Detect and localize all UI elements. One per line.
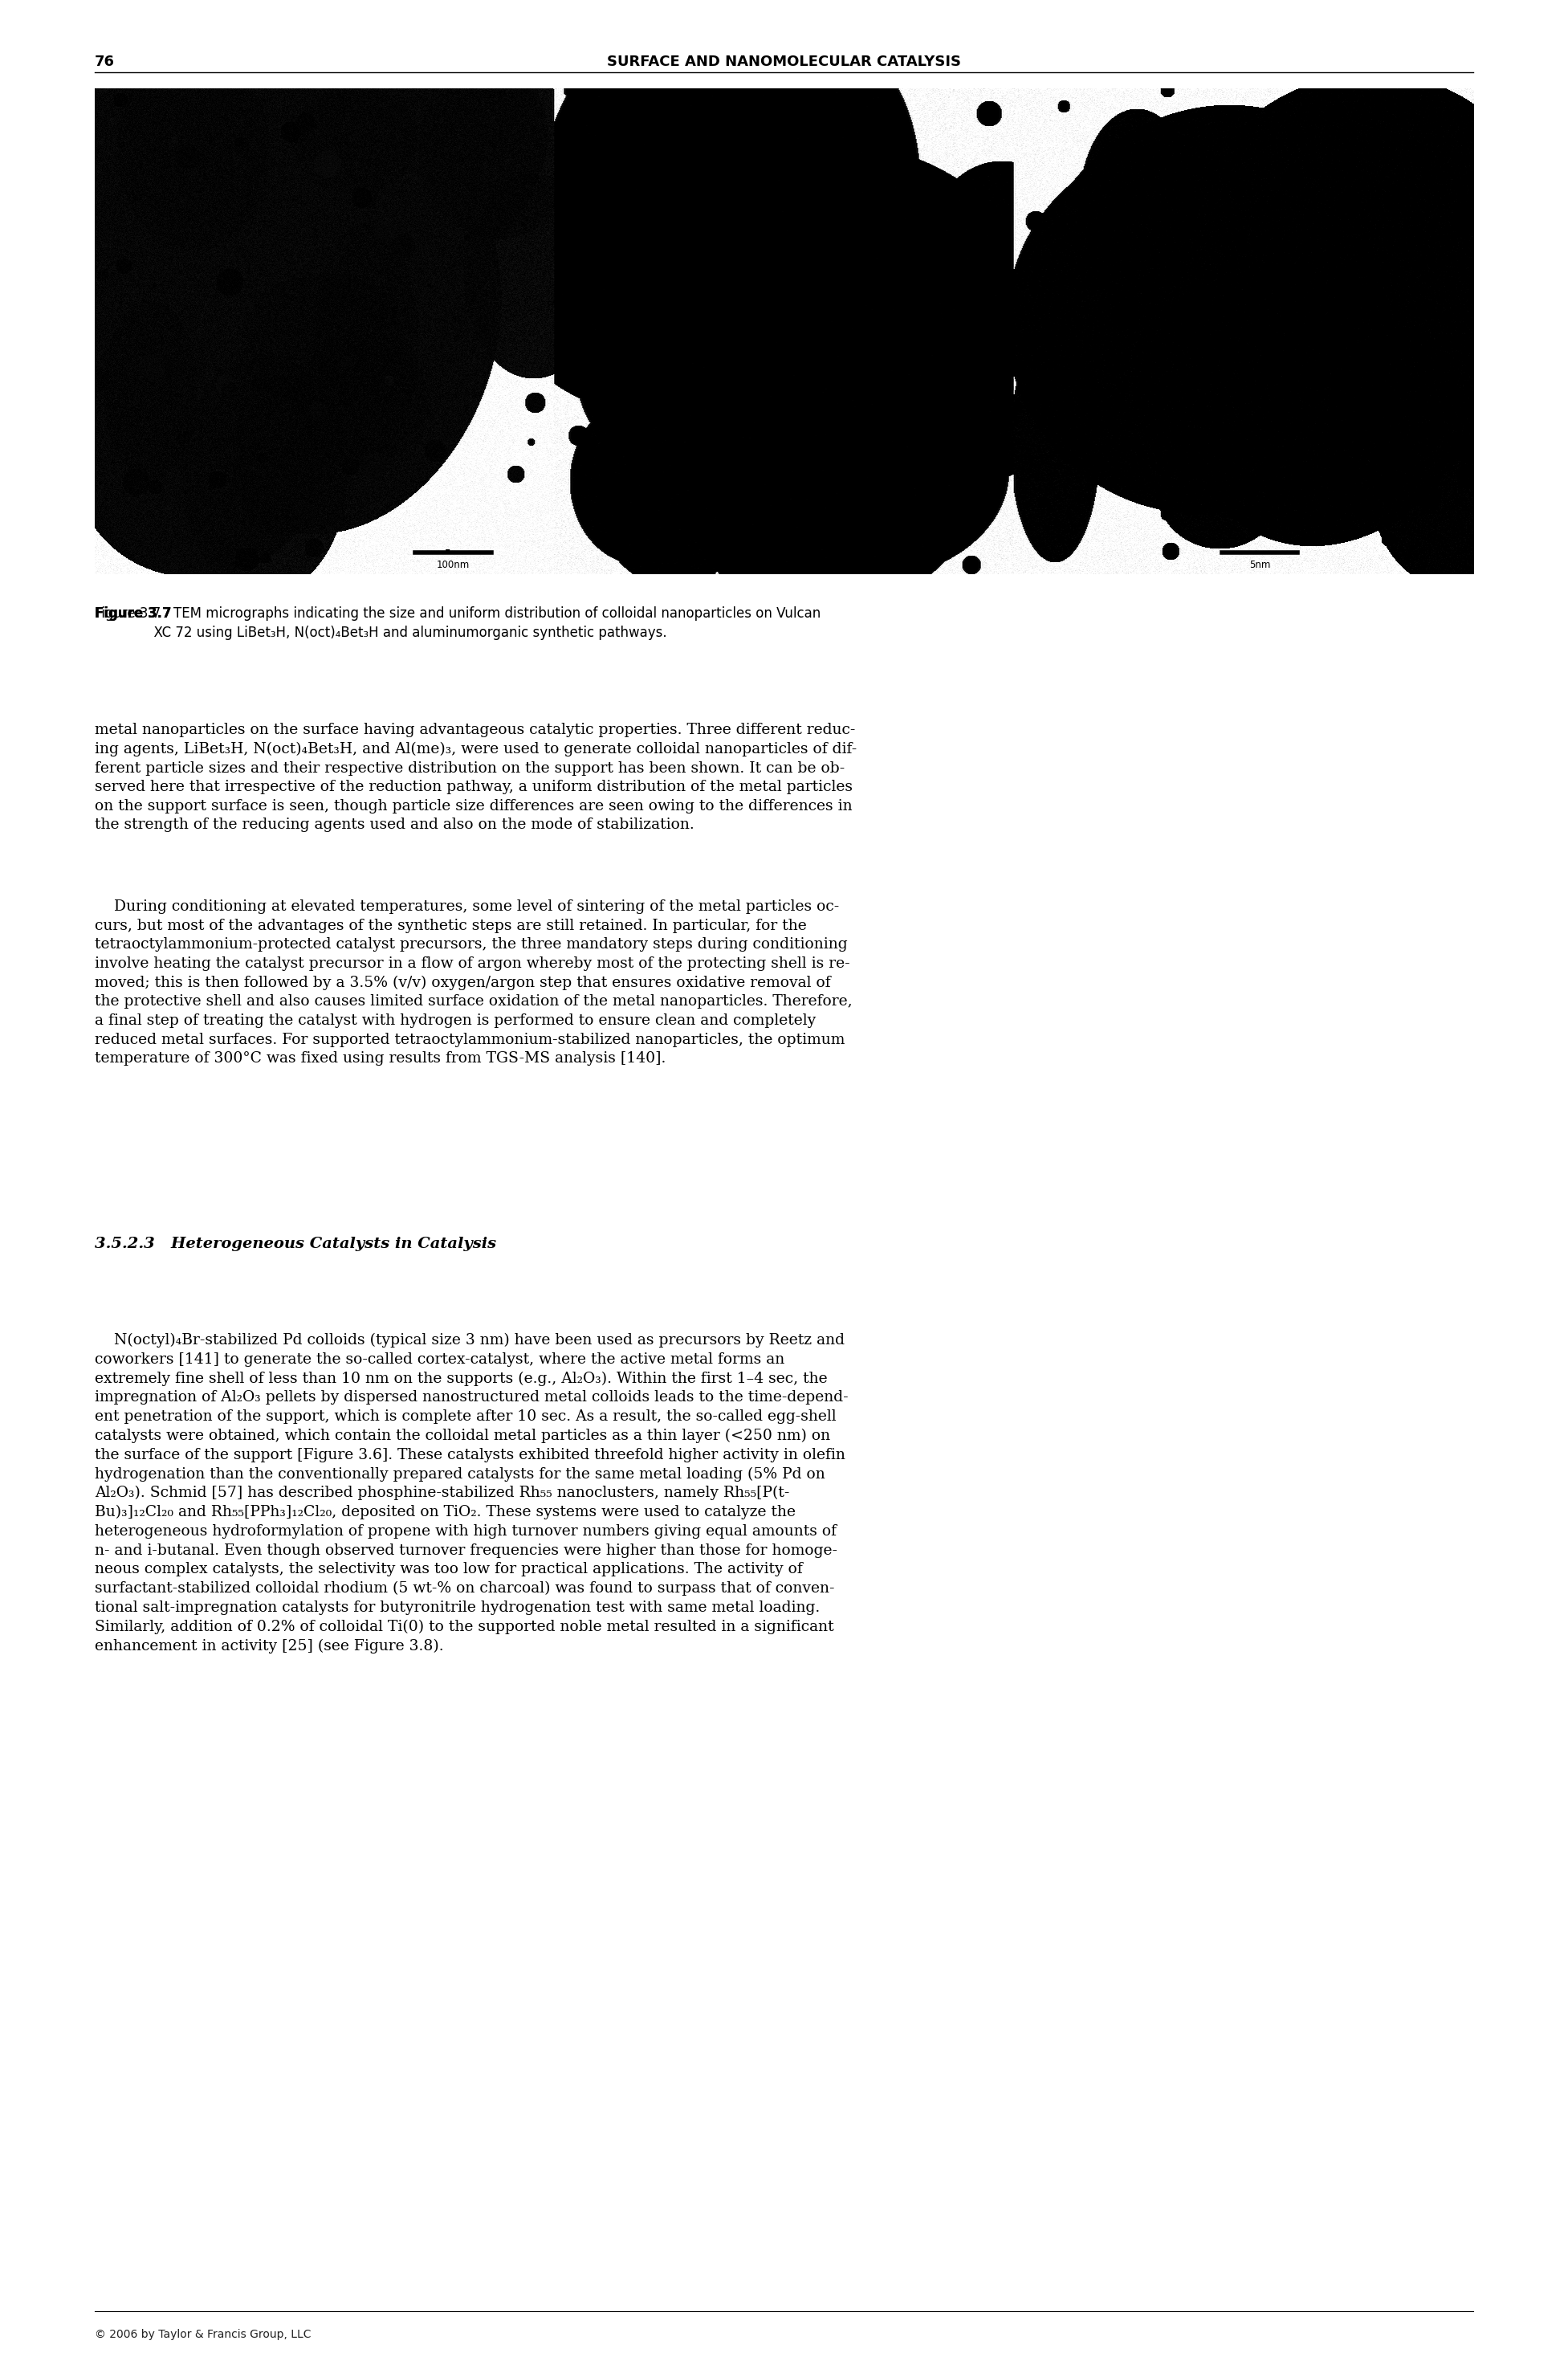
Text: 76: 76	[94, 54, 114, 68]
Text: metal nanoparticles on the surface having advantageous catalytic properties. Thr: metal nanoparticles on the surface havin…	[94, 722, 856, 833]
Text: Figure 3.7: Figure 3.7	[94, 607, 171, 621]
Text: During conditioning at elevated temperatures, some level of sintering of the met: During conditioning at elevated temperat…	[94, 900, 853, 1065]
Text: Figure 3.7: Figure 3.7	[94, 607, 171, 621]
Text: Figure 3.7   TEM micrographs indicating the size and uniform distribution of col: Figure 3.7 TEM micrographs indicating th…	[94, 607, 820, 640]
Text: © 2006 by Taylor & Francis Group, LLC: © 2006 by Taylor & Francis Group, LLC	[94, 2328, 310, 2340]
Text: 3.5.2.3   Heterogeneous Catalysts in Catalysis: 3.5.2.3 Heterogeneous Catalysts in Catal…	[94, 1237, 497, 1251]
Text: 5nm: 5nm	[1250, 560, 1270, 569]
Text: SURFACE AND NANOMOLECULAR CATALYSIS: SURFACE AND NANOMOLECULAR CATALYSIS	[607, 54, 961, 68]
Text: 50nm: 50nm	[839, 560, 867, 569]
Text: 100nm: 100nm	[436, 560, 470, 569]
Text: N(octyl)₄Br-stabilized Pd colloids (typical size 3 nm) have been used as precurs: N(octyl)₄Br-stabilized Pd colloids (typi…	[94, 1334, 848, 1653]
